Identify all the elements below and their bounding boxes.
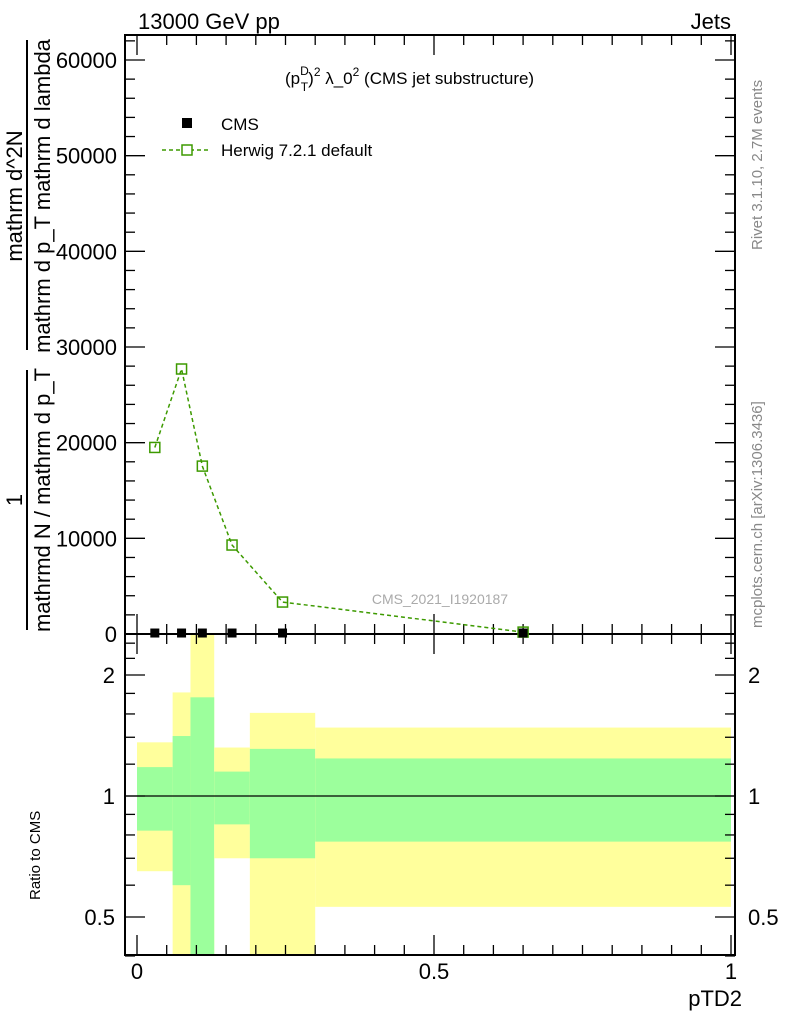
y-tick-label: 20000	[56, 431, 117, 456]
y-tick-label: 30000	[56, 335, 117, 360]
y-tick-label: 50000	[56, 144, 117, 169]
inner-band-bin	[249, 748, 316, 859]
ratio-y-tick-label-right: 2	[748, 663, 760, 688]
title-part: T	[301, 80, 309, 94]
y-tick-label: 0	[105, 622, 117, 647]
mcplots-credit-text: mcplots.cern.ch [arXiv:1306.3436]	[749, 401, 766, 628]
legend-cms-label: CMS	[221, 115, 259, 134]
herwig-point	[175, 363, 188, 375]
title-part: λ_0	[321, 69, 353, 88]
y-tick-label: 60000	[56, 48, 117, 73]
cms-point	[227, 628, 237, 638]
main-frame	[124, 34, 736, 635]
ratio-frame	[124, 633, 736, 956]
x-tick-label: 0	[131, 959, 143, 984]
inner-band-bin	[315, 758, 731, 842]
y-tick-label: 40000	[56, 239, 117, 264]
inner-band-bin	[214, 771, 250, 825]
cms-point	[150, 628, 160, 638]
ratio-y-tick-label-left: 0.5	[84, 905, 115, 930]
plot-title: (pD T)2 λ_02 (CMS jet substructure)	[285, 64, 534, 94]
y-label-numerator-2: mathrm d^2N	[2, 130, 27, 261]
title-part: (p	[285, 69, 300, 88]
y-label-denominator-1: mathrmd N / mathrm d p_T	[30, 368, 55, 632]
herwig-point	[149, 441, 161, 454]
title-part: 2	[353, 65, 360, 79]
y-label-denominator-2: mathrm d p_T mathrm d lambda	[30, 38, 55, 353]
legend-herwig-marker	[181, 144, 193, 156]
cms-point	[177, 628, 187, 638]
ratio-y-label: Ratio to CMS	[27, 811, 44, 900]
title-part: (CMS jet substructure)	[359, 69, 534, 88]
analysis-watermark: CMS_2021_I1920187	[372, 591, 508, 607]
herwig-point	[276, 596, 289, 608]
y-tick-label: 10000	[56, 526, 117, 551]
title-part: D	[300, 64, 309, 78]
ratio-y-tick-label-right: 1	[748, 784, 760, 809]
inner-band-bin	[137, 767, 173, 831]
cms-point	[518, 628, 528, 638]
ratio-y-tick-label-right: 0.5	[748, 905, 779, 930]
cms-point	[197, 628, 207, 638]
title-part: 2	[314, 65, 321, 79]
x-tick-label: 0.5	[419, 959, 450, 984]
rivet-version-text: Rivet 3.1.10, 2.7M events	[749, 80, 766, 250]
herwig-line	[154, 366, 524, 633]
inner-band-bin	[190, 697, 215, 955]
legend-herwig-label: Herwig 7.2.1 default	[221, 141, 372, 160]
ratio-y-tick-label-left: 1	[103, 784, 115, 809]
ratio-y-tick-label-left: 2	[103, 663, 115, 688]
ratio-bands	[137, 634, 731, 955]
herwig-point	[226, 539, 238, 551]
legend-cms-marker	[182, 118, 192, 128]
inner-band-bin	[172, 736, 191, 886]
cms-point	[278, 628, 288, 638]
herwig-point	[196, 460, 209, 472]
title-part: )	[308, 69, 314, 88]
header-left: 13000 GeV pp	[138, 9, 280, 34]
x-axis-label: pTD2	[688, 986, 742, 1011]
header-right: Jets	[691, 9, 731, 34]
x-tick-label: 1	[725, 959, 737, 984]
y-label-numerator-1: 1	[2, 494, 27, 506]
